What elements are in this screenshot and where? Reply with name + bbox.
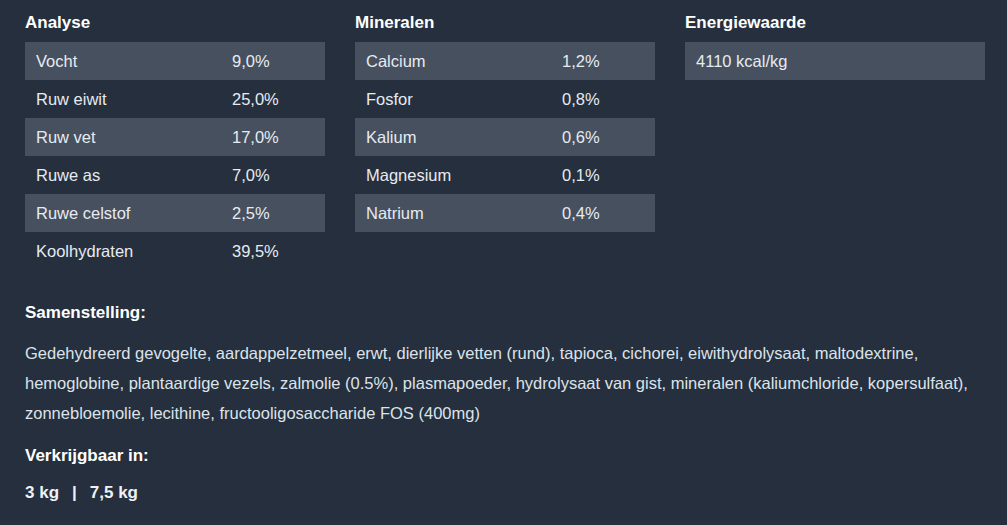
- energiewaarde-table: Energiewaarde 4110 kcal/kg: [685, 12, 985, 80]
- row-value: 2,5%: [232, 204, 270, 223]
- table-row: Kalium 0,6%: [355, 118, 655, 156]
- analyse-rows: Vocht 9,0% Ruw eiwit 25,0% Ruw vet 17,0%…: [25, 42, 325, 270]
- table-row: Vocht 9,0%: [25, 42, 325, 80]
- row-value: 39,5%: [232, 242, 279, 261]
- mineralen-rows: Calcium 1,2% Fosfor 0,8% Kalium 0,6% Mag…: [355, 42, 655, 232]
- energiewaarde-row: 4110 kcal/kg: [685, 42, 985, 80]
- samenstelling-title: Samenstelling:: [25, 303, 982, 323]
- row-label: Ruw eiwit: [25, 90, 107, 109]
- verkrijgbaar-title: Verkrijgbaar in:: [25, 446, 149, 466]
- size-separator: |: [72, 483, 77, 503]
- row-label: Natrium: [355, 204, 424, 223]
- row-value: 7,0%: [232, 166, 270, 185]
- energiewaarde-value: 4110 kcal/kg: [696, 52, 787, 71]
- row-label: Ruw vet: [25, 128, 96, 147]
- row-value: 1,2%: [562, 52, 600, 71]
- row-label: Calcium: [355, 52, 426, 71]
- row-label: Ruwe celstof: [25, 204, 130, 223]
- row-value: 0,4%: [562, 204, 600, 223]
- table-row: Ruw vet 17,0%: [25, 118, 325, 156]
- verkrijgbaar-section: Verkrijgbaar in: 3 kg | 7,5 kg: [25, 446, 149, 503]
- size-option-3kg: 3 kg: [25, 483, 59, 503]
- table-row: Ruwe celstof 2,5%: [25, 194, 325, 232]
- mineralen-title: Mineralen: [355, 12, 655, 42]
- energiewaarde-title: Energiewaarde: [685, 12, 985, 42]
- mineralen-table: Mineralen Calcium 1,2% Fosfor 0,8% Kaliu…: [355, 12, 655, 232]
- row-value: 0,8%: [562, 90, 600, 109]
- product-nutrition-panel: { "colors": { "background": "#252f3d", "…: [0, 0, 1007, 525]
- table-row: Calcium 1,2%: [355, 42, 655, 80]
- table-row: Ruw eiwit 25,0%: [25, 80, 325, 118]
- row-label: Fosfor: [355, 90, 413, 109]
- row-value: 0,6%: [562, 128, 600, 147]
- row-label: Ruwe as: [25, 166, 100, 185]
- table-row: Natrium 0,4%: [355, 194, 655, 232]
- row-value: 17,0%: [232, 128, 279, 147]
- row-value: 25,0%: [232, 90, 279, 109]
- table-row: Ruwe as 7,0%: [25, 156, 325, 194]
- table-row: Koolhydraten 39,5%: [25, 232, 325, 270]
- row-value: 0,1%: [562, 166, 600, 185]
- samenstelling-section: Samenstelling: Gedehydreerd gevogelte, a…: [25, 303, 982, 428]
- available-sizes: 3 kg | 7,5 kg: [25, 483, 149, 503]
- row-value: 9,0%: [232, 52, 270, 71]
- row-label: Kalium: [355, 128, 416, 147]
- table-row: Fosfor 0,8%: [355, 80, 655, 118]
- row-label: Koolhydraten: [25, 242, 133, 261]
- analyse-table: Analyse Vocht 9,0% Ruw eiwit 25,0% Ruw v…: [25, 12, 325, 270]
- size-option-7-5kg: 7,5 kg: [90, 483, 138, 503]
- ingredients-text: Gedehydreerd gevogelte, aardappelzetmeel…: [25, 338, 982, 428]
- row-label: Vocht: [25, 52, 77, 71]
- row-label: Magnesium: [355, 166, 451, 185]
- analyse-title: Analyse: [25, 12, 325, 42]
- table-row: Magnesium 0,1%: [355, 156, 655, 194]
